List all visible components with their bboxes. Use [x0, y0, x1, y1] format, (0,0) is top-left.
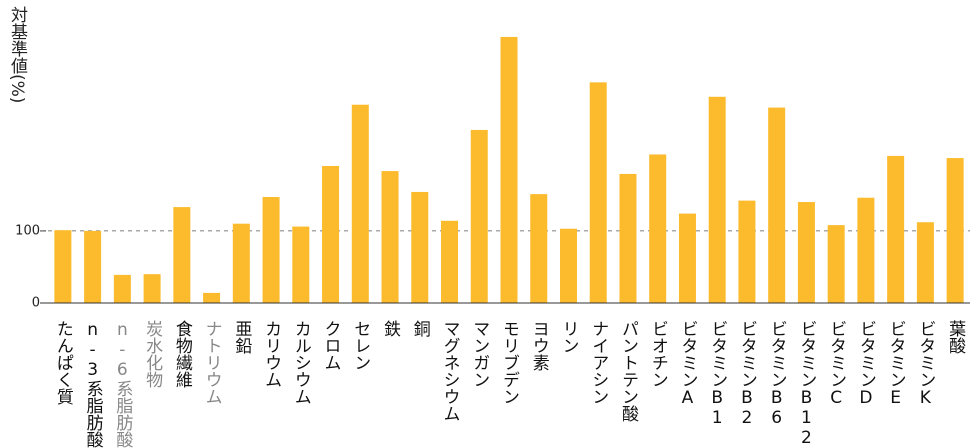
x-tick-label: ビタミンB12 — [796, 320, 817, 448]
y-tick-label: 100 — [15, 223, 40, 238]
bar — [232, 223, 250, 303]
x-tick-label: マグネシウム — [439, 320, 460, 422]
bar — [946, 158, 964, 303]
x-tick-label: ビタミンE — [885, 320, 906, 408]
bar — [411, 191, 429, 303]
x-tick-label: 亜鉛 — [231, 320, 252, 354]
x-tick-label: リン — [558, 320, 579, 354]
x-tick-label: クロム — [320, 320, 341, 371]
x-tick-label: 銅 — [409, 320, 430, 337]
bar — [54, 230, 72, 303]
bar — [351, 104, 369, 303]
x-tick-label: ナイアシン — [588, 320, 609, 405]
x-tick-label: n-3系脂肪酸 — [82, 320, 103, 448]
bar — [827, 225, 845, 303]
x-tick-label: ビタミンB6 — [766, 320, 787, 428]
bar — [500, 36, 518, 303]
x-tick-label: n-6系脂肪酸 — [112, 320, 133, 448]
x-tick-label: ビタミンD — [855, 320, 876, 408]
x-tick-label: ナトリウム — [201, 320, 222, 405]
bar — [738, 200, 756, 303]
y-axis-label: 対基準値(%) — [7, 6, 27, 104]
x-tick-label: 葉酸 — [945, 320, 966, 354]
bar — [530, 194, 548, 303]
bar — [768, 107, 786, 304]
y-tick-label: 0 — [32, 296, 40, 311]
x-tick-label: ビタミンK — [915, 320, 936, 408]
x-tick-label: 炭水化物 — [142, 320, 163, 388]
x-tick-label: ビタミンB2 — [736, 320, 757, 428]
x-tick-label: パントテン酸 — [617, 320, 638, 422]
bar — [322, 166, 340, 303]
bar — [887, 155, 905, 303]
bar — [708, 96, 726, 303]
bar — [292, 226, 310, 303]
bar — [916, 222, 934, 303]
bar — [84, 230, 102, 303]
bar — [470, 129, 488, 303]
bar — [113, 274, 131, 303]
x-tick-label: モリブデン — [499, 320, 519, 405]
bar — [589, 82, 607, 303]
x-tick-label: 鉄 — [380, 320, 401, 337]
bar — [857, 197, 875, 303]
x-tick-label: ビタミンA — [677, 320, 698, 408]
x-tick-label: マンガン — [469, 320, 490, 388]
x-tick-label: ビタミンB1 — [707, 320, 728, 428]
bar — [441, 220, 459, 303]
bar — [619, 173, 637, 303]
x-tick-label: ビオチン — [647, 320, 668, 388]
bar — [678, 213, 696, 303]
bar — [262, 197, 280, 303]
x-tick-label: カルシウム — [290, 320, 311, 405]
bar — [203, 292, 221, 303]
bar — [649, 154, 667, 303]
bar — [797, 202, 815, 303]
x-tick-label: たんぱく質 — [52, 320, 73, 405]
bar — [381, 171, 399, 303]
x-tick-label: ビタミンC — [826, 320, 847, 408]
x-tick-label: カリウム — [261, 320, 282, 388]
x-tick-label: 食物繊維 — [171, 320, 192, 388]
x-tick-label: ヨウ素 — [528, 320, 549, 371]
x-tick-label: セレン — [350, 320, 371, 371]
bar — [173, 207, 191, 303]
bar — [559, 228, 577, 303]
bar — [143, 274, 161, 303]
